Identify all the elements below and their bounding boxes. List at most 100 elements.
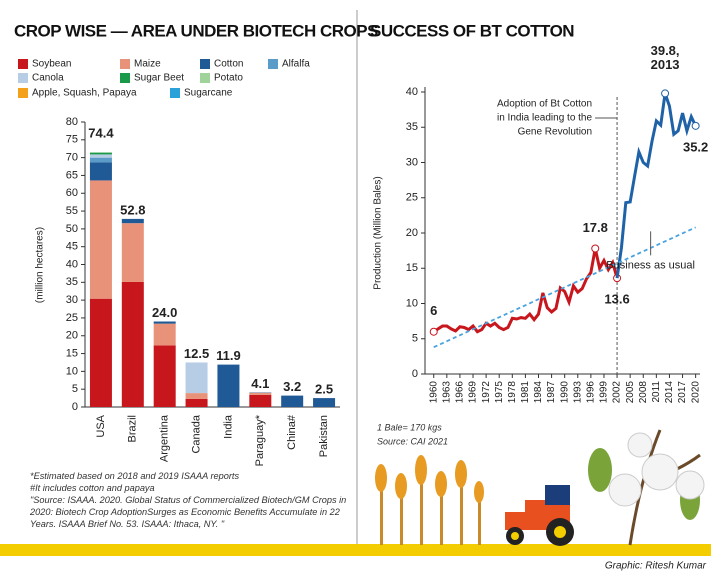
x-tick-label: China# [286,414,298,450]
bar-segment [185,398,208,407]
y-tick-label: 20 [66,330,78,342]
total-label: 12.5 [184,346,209,361]
bar-segment [153,321,176,324]
x-tick-label: 2005 [625,381,636,404]
bar-segment [217,364,240,407]
y-tick-label: 20 [406,227,418,239]
x-tick-label: 1996 [586,381,597,404]
bar-segment [249,392,272,395]
total-label: 11.9 [216,348,241,363]
y-tick-label: 60 [66,187,78,199]
y-tick-label: 25 [66,312,78,324]
x-tick-label: 1999 [599,381,610,404]
legend-swatch [200,59,210,69]
x-tick-label: Argentina [159,414,171,462]
x-tick-label: 2020 [690,381,701,404]
bar-segment [153,323,176,346]
annotation: Adoption of Bt Cotton [497,99,592,110]
line [615,92,697,279]
legend-swatch [18,73,28,83]
data-label: 17.8 [583,220,608,235]
bar-segment [89,157,112,163]
line [432,248,619,334]
y-axis-label: (million hectares) [35,227,46,303]
bar-segment [89,152,112,155]
x-tick-label: 1993 [572,381,583,404]
point-marker [661,89,670,98]
footnote: "Source: ISAAA. 2020. Global Status of C… [30,495,347,529]
note: Source: CAI 2021 [377,436,448,446]
footnote: #It includes cotton and papaya [30,483,155,493]
y-tick-label: 15 [66,347,78,359]
ground-band [0,544,711,556]
y-tick-label: 0 [72,401,78,413]
x-tick-label: 1990 [559,381,570,404]
bar-segment [281,395,304,407]
legend-label: Potato [214,73,243,84]
chart-title: SUCCESS OF BT COTTON [370,21,574,40]
bar-segment [185,362,208,394]
point-marker [429,327,438,336]
x-tick-label: USA [95,414,107,437]
x-tick-label: 2002 [612,381,623,404]
x-tick-label: 1960 [428,381,439,404]
y-tick-label: 65 [66,169,78,181]
annotation: Gene Revolution [518,127,593,138]
data-label: 35.2 [683,139,708,154]
y-tick-label: 50 [66,223,78,235]
x-tick-label: Brazil [127,415,139,443]
x-tick-label: 1984 [533,381,544,404]
y-tick-label: 30 [406,156,418,168]
x-tick-label: 2011 [651,381,662,403]
legend-label: Canola [32,73,64,84]
x-tick-label: 1972 [481,381,492,404]
legend-label: Maize [134,59,161,70]
x-tick-label: 1963 [441,381,452,404]
data-label: 2013 [651,57,680,72]
x-tick-label: Pakistan [318,415,330,457]
bar-segment [89,180,112,299]
legend-label: Cotton [214,59,243,70]
y-tick-label: 70 [66,152,78,164]
point-marker [591,244,600,253]
y-tick-label: 15 [406,262,418,274]
y-tick-label: 45 [66,241,78,253]
bar-segment [89,154,112,158]
y-tick-label: 25 [406,192,418,204]
y-tick-label: 5 [72,383,78,395]
footnotes: *Estimated based on 2018 and 2019 ISAAA … [30,470,355,530]
x-tick-label: 1981 [520,381,531,404]
y-tick-label: 5 [412,333,418,345]
bar-segment [121,223,144,282]
cotton-plant [588,429,705,546]
credit: Graphic: Ritesh Kumar [605,561,707,572]
x-tick-label: 2014 [664,381,675,404]
y-tick-label: 30 [66,294,78,306]
bar-segment [121,218,144,224]
y-tick-label: 40 [406,86,418,98]
chart-title: CROP WISE — AREA UNDER BIOTECH CROPS [14,21,378,40]
bar-segment [153,345,176,407]
legend-label: Sugarcane [184,88,233,99]
legend-label: Apple, Squash, Papaya [32,88,137,99]
legend-swatch [18,59,28,69]
x-tick-label: 2008 [638,381,649,404]
y-tick-label: 80 [66,116,78,128]
legend-swatch [170,88,180,98]
y-tick-label: 75 [66,134,78,146]
y-tick-label: 55 [66,205,78,217]
annotation: in India leading to the [497,113,593,124]
legend-swatch [200,73,210,83]
x-tick-label: 1978 [507,381,518,404]
x-tick-label: Paraguay* [254,414,266,466]
tractor [505,485,574,546]
legend-swatch [120,59,130,69]
y-axis-label: Production (Million Bales) [373,176,384,289]
legend-swatch [268,59,278,69]
series-name: Business as usual [606,259,695,271]
wheat [375,455,484,545]
x-tick-label: 1966 [455,381,466,404]
bar-segment [89,162,112,181]
legend-label: Sugar Beet [134,73,184,84]
